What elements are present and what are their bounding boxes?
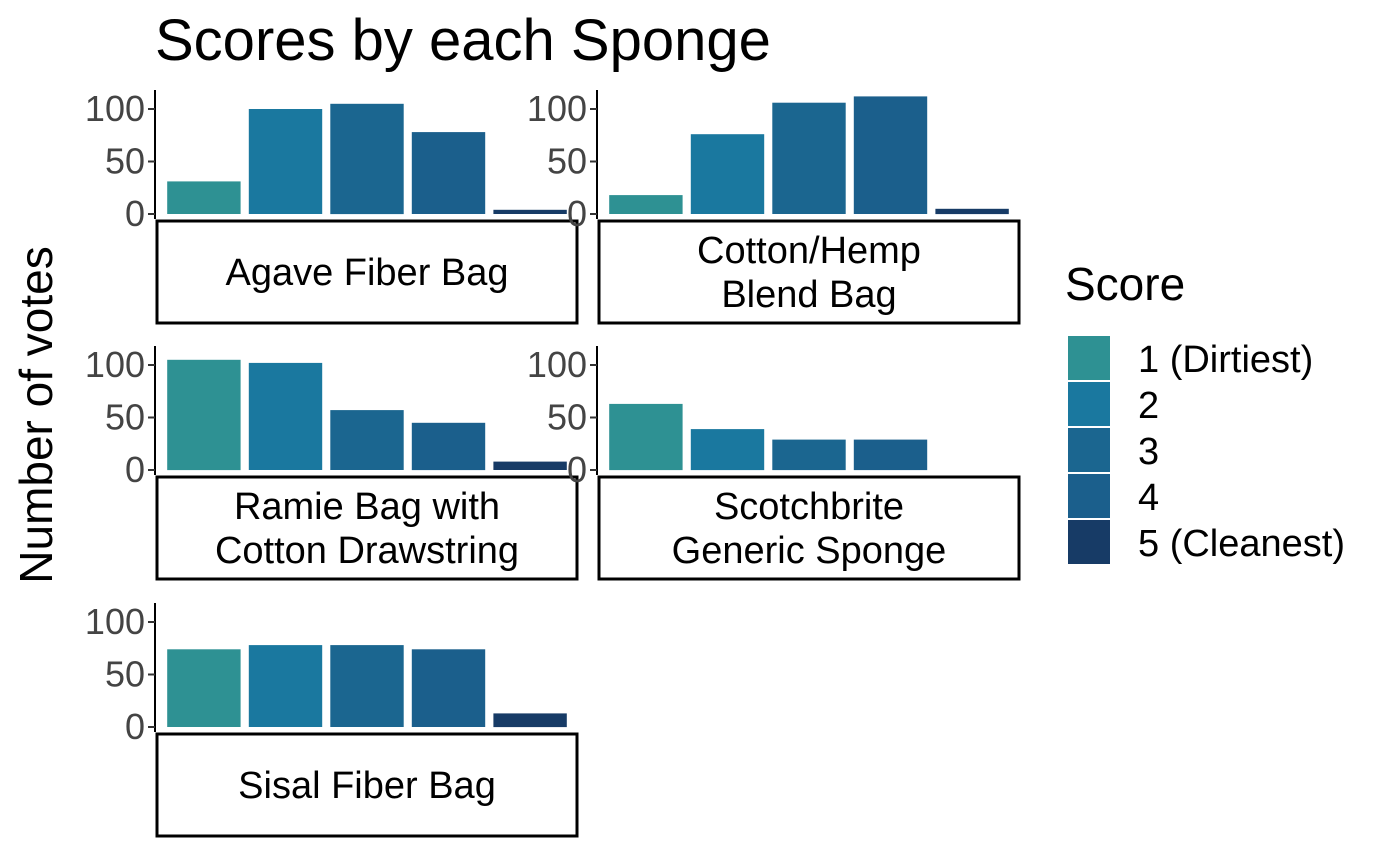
bar — [609, 195, 683, 214]
bar — [493, 713, 567, 728]
facet-strip-label: Scotchbrite — [714, 486, 904, 528]
legend-key — [1068, 474, 1110, 518]
bar — [330, 645, 404, 727]
bar — [248, 109, 323, 214]
bar — [772, 439, 846, 471]
y-tick-label: 100 — [527, 344, 587, 385]
y-tick-label: 0 — [125, 449, 145, 490]
bar — [330, 103, 404, 215]
facet-panel: 0 50 100 Sisal Fiber Bag — [85, 601, 579, 838]
facet-strip — [155, 475, 579, 581]
y-axis-label: Number of votes — [10, 246, 62, 583]
legend-key — [1068, 382, 1110, 426]
y-tick-label: 0 — [125, 706, 145, 747]
y-tick-label: 0 — [567, 449, 587, 490]
bar — [411, 422, 486, 471]
bar — [167, 181, 241, 214]
facet-strip-label: Cotton/Hemp — [697, 230, 921, 272]
bar — [248, 362, 323, 470]
bar — [609, 403, 683, 471]
y-tick-label: 50 — [105, 141, 145, 182]
legend-key — [1068, 336, 1110, 380]
bar — [690, 429, 765, 471]
y-tick-label: 50 — [105, 397, 145, 438]
y-tick-label: 100 — [85, 601, 145, 642]
facet-panels: 0 50 100 Agave Fiber Bag 0 50 100 Cotton/HempBl… — [85, 88, 1021, 838]
facet-strip — [155, 219, 579, 325]
facet-strip-label: Ramie Bag with — [234, 486, 500, 528]
bar — [167, 649, 241, 727]
y-tick-label: 100 — [85, 88, 145, 129]
bar — [248, 645, 323, 727]
facet-strip — [597, 475, 1021, 581]
chart-title: Scores by each Sponge — [155, 8, 771, 73]
y-tick-label: 0 — [567, 193, 587, 234]
y-tick-label: 50 — [547, 397, 587, 438]
facet-strip-label: Blend Bag — [721, 274, 896, 316]
legend-key — [1068, 428, 1110, 472]
facet-strip-label: Sisal Fiber Bag — [238, 765, 496, 807]
facet-strip-label: Agave Fiber Bag — [225, 252, 508, 294]
legend-label: 2 — [1138, 385, 1159, 427]
facet-strip — [155, 732, 579, 838]
legend-key — [1068, 520, 1110, 564]
legend-label: 4 — [1138, 477, 1159, 519]
legend-label: 3 — [1138, 431, 1159, 473]
y-tick-label: 50 — [547, 141, 587, 182]
facet-strip-label: Generic Sponge — [672, 530, 947, 572]
bar — [853, 96, 928, 214]
y-tick-label: 100 — [527, 88, 587, 129]
legend-label: 1 (Dirtiest) — [1138, 339, 1313, 381]
y-tick-label: 50 — [105, 654, 145, 695]
y-tick-label: 100 — [85, 344, 145, 385]
facet-strip — [597, 219, 1021, 325]
bar — [935, 208, 1009, 215]
legend-label: 5 (Cleanest) — [1138, 523, 1345, 565]
bar — [411, 132, 486, 214]
bar — [493, 209, 567, 214]
bar — [330, 410, 404, 470]
facet-panel: 0 50 100 Agave Fiber Bag — [85, 88, 579, 325]
bar — [167, 359, 241, 471]
bar — [411, 649, 486, 727]
bar — [853, 439, 928, 471]
bar — [690, 134, 765, 214]
legend-title: Score — [1065, 258, 1185, 310]
facet-strip-label: Cotton Drawstring — [215, 530, 519, 572]
bar — [493, 461, 567, 470]
y-tick-label: 0 — [125, 193, 145, 234]
bar — [772, 102, 846, 214]
